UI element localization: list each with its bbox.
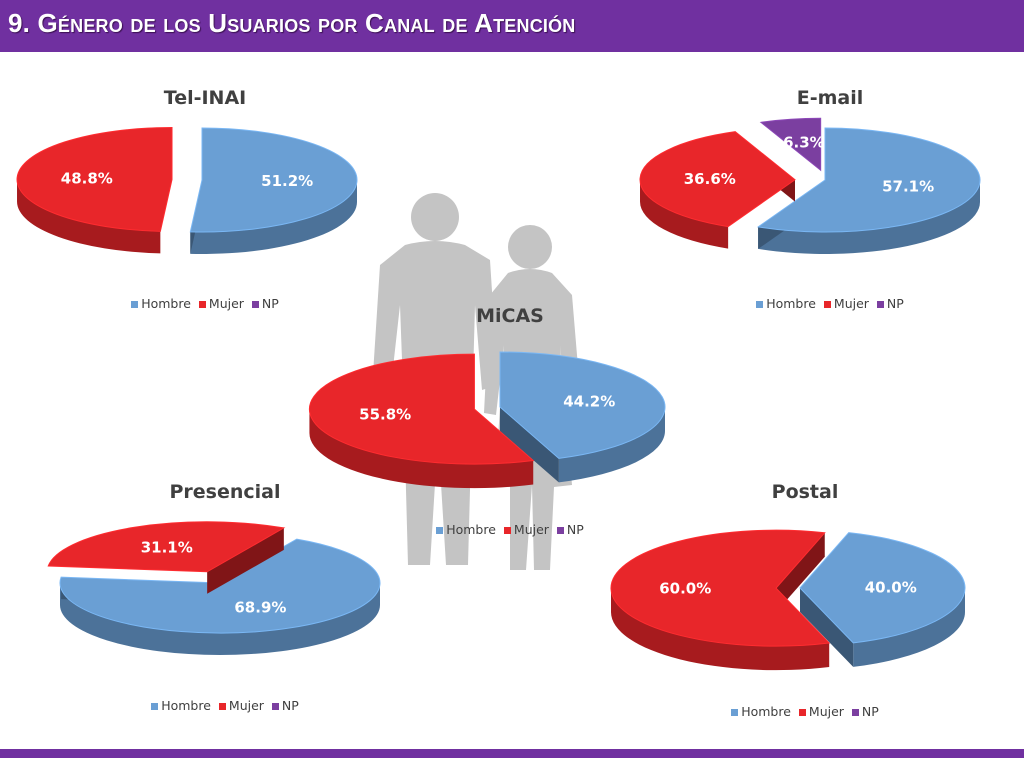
legend-label: Hombre (741, 704, 791, 719)
data-label-mujer: 60.0% (659, 580, 711, 598)
legend-swatch (823, 301, 831, 308)
data-label-hombre: 44.2% (563, 393, 615, 411)
data-label-mujer: 31.1% (141, 538, 193, 556)
data-label-mujer: 55.8% (359, 406, 411, 424)
chart-e-mail: E-mail 57.1% 36.6% 6.3% Hombre Mujer NP (639, 85, 1005, 320)
legend-swatch (731, 709, 739, 716)
pie-plot: 57.1% 36.6% 6.3% (639, 117, 981, 254)
legend-item-hombre: Hombre (756, 296, 816, 311)
pie-plot: 51.2% 48.8% (16, 126, 358, 254)
legend-swatch (151, 703, 159, 710)
chart-legend: Hombre Mujer NP (655, 296, 1005, 311)
pie-slice-hombre (189, 127, 358, 254)
pie-slice-mujer (610, 529, 831, 671)
pie-slice-mujer (47, 521, 286, 594)
legend-label: Hombre (161, 698, 211, 713)
legend-swatch (756, 301, 764, 308)
legend-swatch (218, 703, 226, 710)
chart-legend: Hombre Mujer NP (625, 704, 985, 719)
chart-micas: MiCAS 44.2% 55.8% Hombre Mujer NP (308, 302, 700, 552)
data-label-hombre: 57.1% (882, 177, 934, 195)
title-bar: 9. Género de los Usuarios por Canal de A… (0, 0, 1024, 52)
legend-label: Hombre (766, 296, 816, 311)
pie-plot: 68.9% 31.1% (47, 521, 381, 655)
page-title: 9. Género de los Usuarios por Canal de A… (8, 8, 576, 38)
chart-title: E-mail (796, 87, 864, 109)
legend-label: Mujer (833, 296, 869, 311)
legend-label: NP (861, 704, 879, 719)
legend-item-np: NP (251, 296, 279, 311)
chart-legend: Hombre Mujer NP (30, 296, 380, 311)
data-label-hombre: 68.9% (234, 598, 286, 616)
footer-bar (0, 749, 1024, 758)
legend-label: Hombre (446, 522, 496, 537)
pie-slice-np (759, 117, 822, 172)
pie-slice-mujer (308, 353, 535, 489)
legend-label: Hombre (141, 296, 191, 311)
legend-item-mujer: Mujer (218, 698, 264, 713)
legend-label: NP (886, 296, 904, 311)
legend-label: Mujer (808, 704, 844, 719)
data-label-mujer: 36.6% (684, 170, 736, 188)
chart-title: MiCAS (476, 305, 544, 327)
chart-title: Postal (771, 481, 839, 503)
legend-label: Mujer (228, 698, 264, 713)
legend-label: NP (261, 296, 279, 311)
pie-slice-hombre (799, 532, 966, 667)
chart-tel-inai: Tel-INAI 51.2% 48.8% Hombre Mujer NP (16, 85, 380, 320)
pie-slice-mujer (16, 126, 173, 254)
legend-swatch (798, 709, 806, 716)
legend-swatch (131, 301, 139, 308)
chart-title: Tel-INAI (163, 87, 247, 109)
chart-legend: Hombre Mujer NP (45, 698, 405, 713)
legend-swatch (251, 301, 259, 308)
legend-item-hombre: Hombre (131, 296, 191, 311)
pie-plot: 40.0% 60.0% (610, 529, 966, 671)
legend-swatch (436, 527, 444, 534)
legend-item-hombre: Hombre (731, 704, 791, 719)
legend-item-hombre: Hombre (436, 522, 496, 537)
pie-plot: 44.2% 55.8% (308, 351, 666, 489)
legend-swatch (503, 527, 511, 534)
chart-title: Presencial (169, 481, 281, 503)
legend-item-mujer: Mujer (198, 296, 244, 311)
legend-item-np: NP (876, 296, 904, 311)
legend-swatch (271, 703, 279, 710)
legend-swatch (876, 301, 884, 308)
data-label-np: 6.3% (783, 133, 825, 151)
legend-item-np: NP (271, 698, 299, 713)
legend-item-np: NP (851, 704, 879, 719)
data-label-hombre: 40.0% (865, 579, 917, 597)
legend-item-mujer: Mujer (798, 704, 844, 719)
legend-item-mujer: Mujer (503, 522, 549, 537)
chart-presencial: Presencial 68.9% 31.1% Hombre Mujer NP (45, 478, 405, 723)
chart-postal: Postal 40.0% 60.0% Hombre Mujer NP (610, 478, 985, 728)
legend-label: Mujer (208, 296, 244, 311)
pie-slice-hombre (499, 351, 666, 483)
legend-swatch (556, 527, 564, 534)
legend-label: NP (281, 698, 299, 713)
legend-swatch (851, 709, 859, 716)
legend-swatch (198, 301, 206, 308)
pie-slice-mujer (639, 131, 796, 249)
data-label-mujer: 48.8% (61, 169, 113, 187)
pie-slice-hombre (756, 127, 981, 254)
chart-legend: Hombre Mujer NP (320, 522, 700, 537)
legend-item-hombre: Hombre (151, 698, 211, 713)
legend-item-np: NP (556, 522, 584, 537)
legend-label: NP (566, 522, 584, 537)
legend-item-mujer: Mujer (823, 296, 869, 311)
legend-label: Mujer (513, 522, 549, 537)
data-label-hombre: 51.2% (261, 172, 313, 190)
